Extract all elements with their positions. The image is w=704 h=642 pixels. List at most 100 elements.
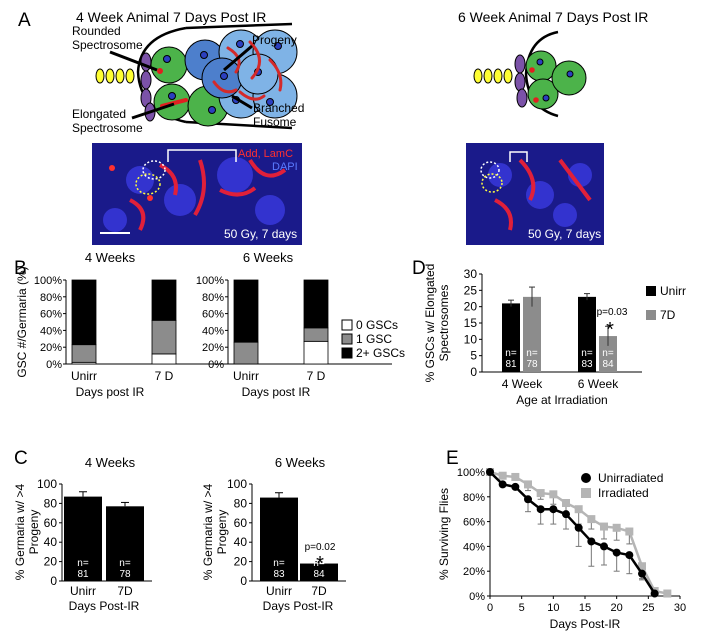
data-point: [638, 569, 646, 578]
y-axis-label: Progeny: [215, 510, 229, 555]
panel-label-b: B: [14, 258, 27, 279]
data-point: [486, 468, 494, 476]
y-tick-label: 100: [37, 477, 57, 491]
y-tick-label: 5: [470, 349, 477, 363]
y-tick-label: 25: [464, 283, 478, 297]
legend-swatch: [646, 286, 656, 296]
y-axis-label: Progeny: [27, 510, 41, 555]
legend-swatch: [581, 473, 591, 483]
n-label-bottom: 78: [119, 569, 131, 580]
bar: [578, 296, 596, 372]
y-tick-label: 0%: [46, 359, 62, 371]
y-tick-label: 100%: [457, 467, 485, 479]
panel-label-a: A: [18, 10, 31, 31]
diagram-annotations: Rounded Spectrosome Elongated Spectrosom…: [72, 24, 304, 135]
data-point: [574, 523, 583, 532]
legend-swatch: [646, 310, 656, 320]
legend-label: 7D: [660, 308, 676, 322]
x-tick-label: Unirr: [233, 369, 259, 383]
legend-swatch: [341, 333, 353, 345]
y-tick-label: 20%: [40, 342, 62, 354]
micrograph-left-caption: 50 Gy, 7 days: [224, 227, 297, 241]
x-axis-label: Days Post-IR: [263, 599, 334, 613]
data-point: [511, 482, 520, 491]
p-value-label: p=0.03: [597, 307, 628, 318]
y-tick-label: 100: [227, 477, 247, 491]
panel-label-c: C: [14, 448, 28, 469]
y-tick-label: 20%: [202, 342, 224, 354]
data-point: [536, 489, 545, 498]
data-point: [600, 522, 608, 531]
bar-segment: [233, 279, 259, 343]
data-point: [498, 480, 507, 489]
bar-segment: [303, 340, 329, 365]
legend-swatch: [341, 319, 353, 331]
x-tick-label: 7 D: [307, 369, 326, 383]
chart-title: 4 Weeks: [85, 250, 136, 265]
micrograph-right: 50 Gy, 7 days: [466, 143, 604, 245]
y-tick-label: 80: [234, 496, 248, 510]
y-tick-label: 0%: [469, 591, 485, 603]
data-point: [625, 527, 634, 536]
y-tick-label: 100%: [34, 275, 62, 287]
n-label-bottom: 84: [602, 359, 614, 370]
bar-segment: [233, 341, 259, 365]
x-tick-label: 30: [674, 602, 686, 614]
y-axis-label: % Surviving Flies: [437, 488, 451, 580]
stain-addlamc-label: Add, LamC: [238, 148, 293, 160]
significance-star: *: [606, 319, 614, 341]
y-tick-label: 10: [464, 332, 478, 346]
panel-label-d: D: [412, 258, 426, 279]
x-tick-label: 4 Week: [502, 377, 543, 391]
bar: [523, 296, 541, 372]
y-tick-label: 60: [234, 516, 248, 530]
y-tick-label: 80: [44, 496, 58, 510]
x-tick-label: 5: [519, 602, 525, 614]
data-point: [562, 499, 570, 507]
bar: [64, 496, 102, 581]
data-point: [587, 515, 596, 524]
y-tick-label: 60%: [40, 309, 62, 321]
n-label-bottom: 83: [273, 569, 285, 580]
n-label-top: n=: [313, 558, 325, 569]
legend-label: 2+ GSCs: [356, 346, 405, 360]
data-point: [511, 472, 520, 481]
bar-segment: [71, 279, 97, 346]
chart-e: 0% 20% 40% 60% 80% 100% 0 5 10 15 20 25 30 Days Post-…: [437, 467, 686, 631]
elongated-label-line2: Spectrosome: [72, 121, 143, 135]
y-axis-label: % GSCs w/ Elongated: [423, 264, 437, 383]
significance-star: *: [316, 553, 324, 575]
y-tick-label: 60%: [463, 517, 485, 529]
n-label-bottom: 81: [505, 359, 517, 370]
y-tick-label: 30: [464, 267, 478, 281]
bar-segment: [71, 344, 97, 363]
y-tick-label: 100%: [196, 275, 224, 287]
rounded-label-line1: Rounded: [72, 24, 121, 38]
germarium-diagram-right: [473, 30, 587, 118]
data-point: [562, 510, 570, 519]
panel-label-e: E: [446, 448, 459, 469]
legend-swatch: [581, 488, 591, 498]
data-point: [625, 551, 634, 560]
legend-label: 0 GSCs: [356, 318, 398, 332]
x-axis-label: Days post IR: [242, 385, 311, 399]
chart-title: 6 Weeks: [275, 455, 326, 470]
n-label-top: n=: [273, 558, 285, 569]
data-point: [536, 505, 545, 514]
chart-title: 4 Weeks: [85, 455, 136, 470]
legend-label: 1 GSC: [356, 332, 392, 346]
data-point: [600, 542, 608, 551]
y-tick-label: 15: [464, 316, 478, 330]
n-label-top: n=: [526, 348, 538, 359]
x-axis-label: Age at Irradiation: [516, 393, 607, 407]
y-tick-label: 0: [240, 574, 247, 588]
legend-label: Unirr: [660, 284, 686, 298]
y-axis-label: % Germaria w/ >4: [13, 483, 27, 580]
bar: [260, 497, 298, 581]
y-axis-label: % Germaria w/ >4: [201, 483, 215, 580]
data-point: [587, 537, 596, 546]
y-tick-label: 40%: [202, 325, 224, 337]
y-tick-label: 20: [44, 555, 58, 569]
n-label-bottom: 81: [77, 569, 89, 580]
